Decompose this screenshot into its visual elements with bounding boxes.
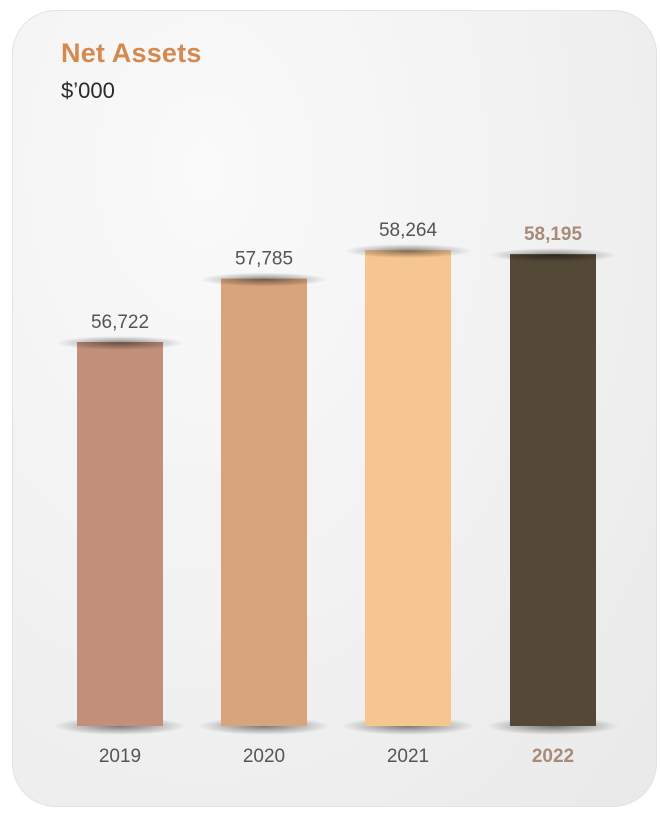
bar-2020 xyxy=(221,278,307,726)
x-tick-label: 2019 xyxy=(99,746,141,767)
bar-top-shadow xyxy=(200,272,328,287)
value-label: 56,722 xyxy=(91,312,149,333)
value-label: 57,785 xyxy=(235,249,293,270)
chart-title: Net Assets xyxy=(61,38,202,68)
bar-2021 xyxy=(365,250,451,726)
bar-2019 xyxy=(77,342,163,726)
bar-2022 xyxy=(510,254,596,726)
value-label: 58,264 xyxy=(379,220,438,241)
bar-top-shadow xyxy=(489,248,617,263)
bar-top-shadow xyxy=(344,244,472,258)
bar-top-shadow xyxy=(56,336,184,350)
x-tick-label: 2021 xyxy=(387,746,429,767)
value-label: 58,195 xyxy=(524,224,583,245)
x-tick-label: 2020 xyxy=(243,746,285,767)
chart-subtitle: $’000 xyxy=(61,78,115,103)
x-tick-label: 2022 xyxy=(532,746,574,767)
